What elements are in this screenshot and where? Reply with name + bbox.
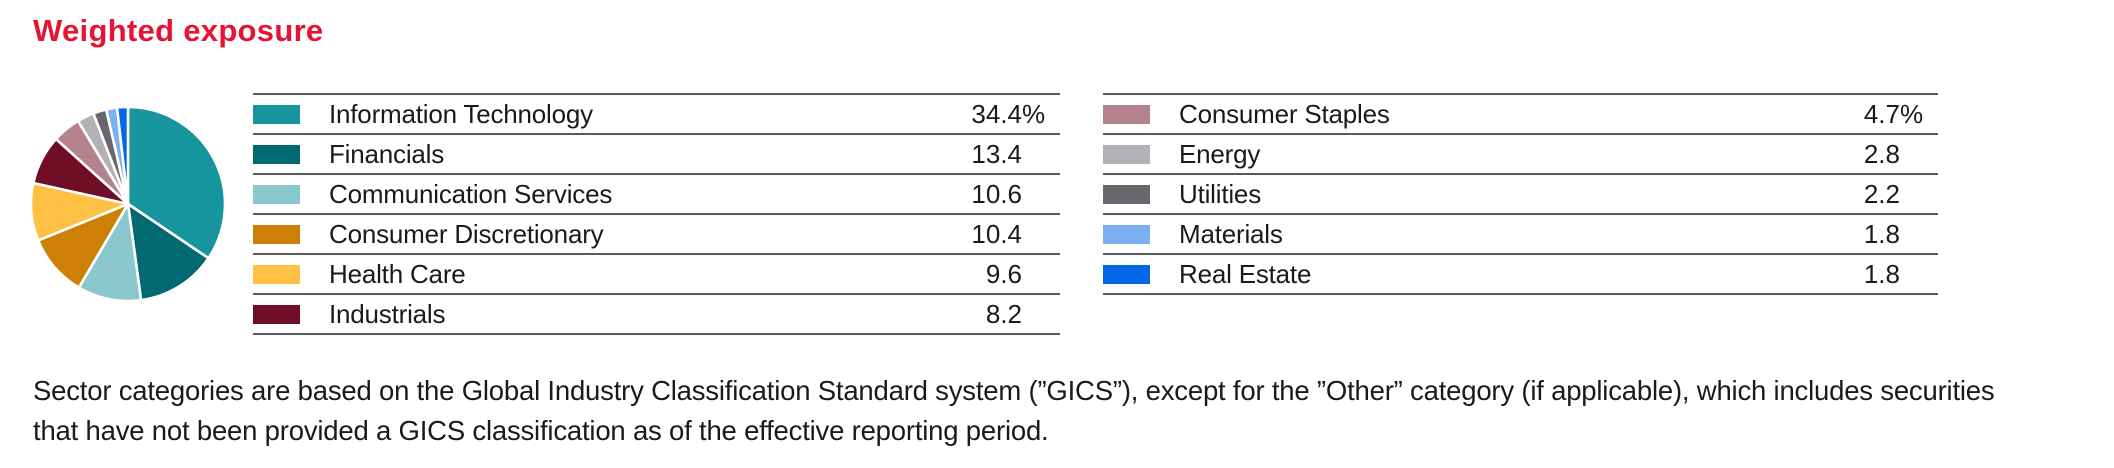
- sector-value: 34.4%: [971, 98, 1046, 129]
- legend-color-swatch: [1103, 144, 1150, 164]
- sector-pie-chart: [27, 103, 229, 305]
- legend-color-swatch: [1103, 264, 1150, 284]
- legend-color-swatch: [253, 264, 300, 284]
- sector-value: 4.7%: [1863, 98, 1924, 129]
- sector-value: 13.4: [971, 139, 1022, 170]
- legend-row: Real Estate 1.8: [1103, 253, 1938, 293]
- legend-row: Information Technology 34.4%: [253, 93, 1060, 133]
- sector-label: Financials: [329, 138, 445, 169]
- sector-value-number: 1.8: [1863, 218, 1900, 249]
- legend-color-swatch: [1103, 184, 1150, 204]
- sector-value: 9.6: [986, 259, 1022, 290]
- pie-slice-financials: [126, 202, 210, 302]
- sector-value: 10.4: [971, 219, 1022, 250]
- sector-value-number: 1.8: [1863, 258, 1900, 289]
- legend-row: Energy 2.8: [1103, 133, 1938, 173]
- legend-row: Financials 13.4: [253, 133, 1060, 173]
- sector-value-number: 10.6: [971, 178, 1022, 209]
- legend-row: Consumer Staples 4.7%: [1103, 93, 1938, 133]
- sector-label: Utilities: [1179, 178, 1261, 209]
- sector-label: Information Technology: [329, 98, 593, 129]
- sector-label: Communication Services: [329, 178, 613, 209]
- sector-value-number: 8.2: [985, 298, 1022, 329]
- legend-color-swatch: [1103, 224, 1150, 244]
- sector-label: Materials: [1179, 218, 1283, 249]
- legend-color-swatch: [253, 104, 300, 124]
- sector-value-number: 34.4: [971, 98, 1022, 129]
- sector-label: Consumer Discretionary: [329, 218, 604, 249]
- page-title: Weighted exposure: [33, 13, 324, 48]
- sector-value-number: 13.4: [971, 138, 1022, 169]
- legend-color-swatch: [253, 144, 300, 164]
- legend-color-swatch: [253, 304, 300, 324]
- legend-row: Utilities 2.2: [1103, 173, 1938, 213]
- sector-value: 1.8: [1864, 219, 1900, 250]
- legend-row: Materials 1.8: [1103, 213, 1938, 253]
- legend-table-right: Consumer Staples 4.7% Energy 2.8 Utiliti…: [1103, 93, 1938, 295]
- legend-color-swatch: [253, 224, 300, 244]
- legend-row: Industrials 8.2: [253, 293, 1060, 333]
- pie-chart-svg: [29, 105, 227, 303]
- sector-value: 2.2: [1864, 179, 1900, 210]
- sector-value: 8.2: [986, 299, 1022, 330]
- sector-label: Consumer Staples: [1179, 98, 1390, 129]
- legend-table-left: Information Technology 34.4% Financials …: [253, 93, 1060, 335]
- sector-label: Health Care: [329, 258, 466, 289]
- sector-value-number: 2.2: [1863, 178, 1900, 209]
- legend-row: Health Care 9.6: [253, 253, 1060, 293]
- pie-slice-information-technology: [126, 105, 227, 260]
- gics-footnote: Sector categories are based on the Globa…: [33, 371, 2088, 451]
- legend-row: Consumer Discretionary 10.4: [253, 213, 1060, 253]
- legend-color-swatch: [1103, 104, 1150, 124]
- gics-footnote-line-1: Sector categories are based on the Globa…: [33, 375, 1995, 406]
- sector-value: 10.6: [971, 179, 1022, 210]
- legend-color-swatch: [253, 184, 300, 204]
- sector-value: 1.8: [1864, 259, 1900, 290]
- legend-row: Communication Services 10.6: [253, 173, 1060, 213]
- sector-label: Real Estate: [1179, 258, 1312, 289]
- pie-slice-real-estate: [115, 105, 130, 206]
- sector-label: Industrials: [329, 298, 446, 329]
- sector-value-number: 4.7: [1863, 98, 1900, 129]
- sector-label: Energy: [1179, 138, 1261, 169]
- gics-footnote-line-2: that have not been provided a GICS class…: [33, 415, 1049, 446]
- sector-value-number: 9.6: [985, 258, 1022, 289]
- sector-value-number: 2.8: [1863, 138, 1900, 169]
- sector-value: 2.8: [1864, 139, 1900, 170]
- sector-value-number: 10.4: [971, 218, 1022, 249]
